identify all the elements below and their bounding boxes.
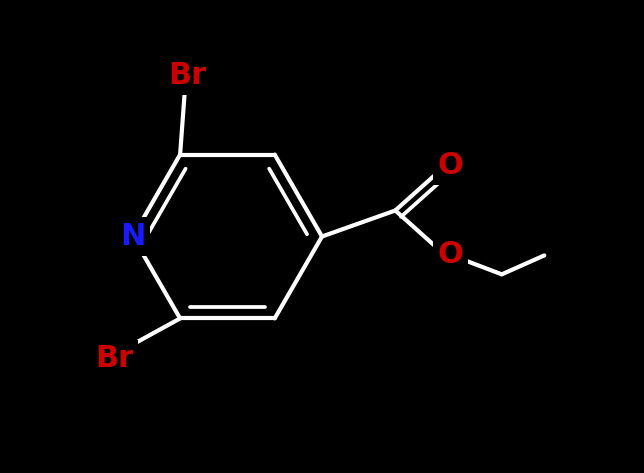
Text: N: N — [120, 222, 146, 251]
Text: O: O — [438, 240, 464, 269]
Text: Br: Br — [95, 344, 133, 373]
Text: O: O — [438, 151, 464, 180]
Text: Br: Br — [168, 61, 206, 90]
